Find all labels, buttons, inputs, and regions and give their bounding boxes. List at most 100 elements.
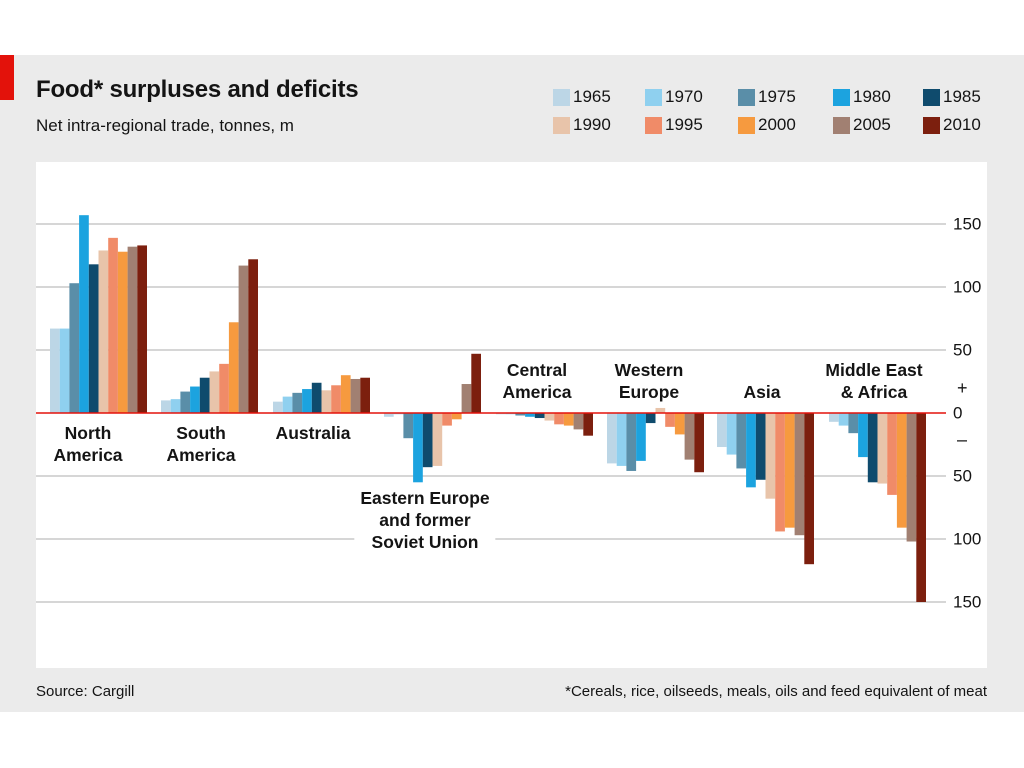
y-tick-label-50: 50 <box>953 341 972 360</box>
y-tick-label-150: 150 <box>953 215 981 234</box>
bar-south-america-1970 <box>170 399 181 413</box>
legend-item-1970: 1970 <box>645 87 703 107</box>
legend-swatch-1980 <box>833 88 850 106</box>
legend-swatch-1965 <box>553 88 570 106</box>
bar-south-america-2000 <box>228 322 239 413</box>
bar-middle-east-africa-2005 <box>906 413 917 542</box>
region-label-line: Eastern Europe <box>360 488 490 508</box>
legend-item-1980: 1980 <box>833 87 891 107</box>
region-label-north-america: North America <box>53 422 122 466</box>
brand-accent-bar <box>0 55 14 100</box>
bar-western-europe-1965 <box>607 413 617 464</box>
bar-middle-east-africa-1985 <box>867 413 878 483</box>
region-label-australia: Australia <box>276 422 351 444</box>
legend-item-1965: 1965 <box>553 87 611 107</box>
legend-swatch-2010 <box>923 116 940 134</box>
region-label-line: Europe <box>618 382 680 402</box>
legend-item-1985: 1985 <box>923 87 981 107</box>
bar-south-america-1975 <box>180 391 191 413</box>
bar-central-america-2010 <box>583 413 593 436</box>
bar-south-america-1995 <box>219 363 229 413</box>
bar-central-america-1985 <box>534 413 545 419</box>
bar-western-europe-2010 <box>694 413 704 473</box>
bar-western-europe-1970 <box>616 413 627 466</box>
legend-item-1995: 1995 <box>645 115 703 135</box>
bar-north-america-1995 <box>108 237 118 413</box>
legend-swatch-1990 <box>553 116 570 134</box>
y-tick-label-minus-150: 150 <box>953 593 981 612</box>
y-tick-label-100: 100 <box>953 278 981 297</box>
source-note: Source: Cargill <box>36 683 135 700</box>
chart-subtitle: Net intra-regional trade, tonnes, m <box>36 116 294 135</box>
bar-eastern-europe-and-former-soviet-union-1980 <box>413 413 423 483</box>
bar-central-america-1995 <box>554 413 564 425</box>
region-label-line: Soviet Union <box>371 532 479 552</box>
y-tick-label-minus-100: 100 <box>953 530 981 549</box>
bar-chart: 150 100 50 0 50 100 150 + – <box>36 162 987 668</box>
bar-asia-1980 <box>746 413 756 488</box>
bar-asia-1970 <box>726 413 737 455</box>
legend-item-2005: 2005 <box>833 115 891 135</box>
region-label-central-america: Central America <box>502 359 571 403</box>
legend-label-1995: 1995 <box>665 115 703 134</box>
bar-eastern-europe-and-former-soviet-union-1965 <box>384 413 394 417</box>
bar-central-america-2005 <box>573 413 584 430</box>
bar-western-europe-1985 <box>645 413 656 424</box>
bar-central-america-1990 <box>544 413 555 421</box>
bar-middle-east-africa-1965 <box>829 413 839 422</box>
bar-western-europe-1995 <box>665 413 675 427</box>
bar-asia-1985 <box>755 413 766 480</box>
legend-label-2005: 2005 <box>853 115 891 134</box>
bar-middle-east-africa-2000 <box>896 413 907 528</box>
bar-asia-2000 <box>784 413 795 528</box>
bar-asia-1975 <box>736 413 747 469</box>
plot-area <box>36 162 987 668</box>
y-tick-label-minus-50: 50 <box>953 467 972 486</box>
y-sign-positive: + <box>957 378 968 398</box>
bar-australia-2000 <box>340 375 351 413</box>
legend-item-2000: 2000 <box>738 115 796 135</box>
bar-north-america-1980 <box>79 215 89 413</box>
bar-central-america-1980 <box>525 413 535 417</box>
bar-middle-east-africa-1980 <box>858 413 868 458</box>
bar-south-america-1990 <box>209 371 220 413</box>
region-label-line: Asia <box>743 382 781 402</box>
region-label-line: America <box>166 445 236 465</box>
legend-label-1990: 1990 <box>573 115 611 134</box>
region-label-line: Australia <box>275 423 351 443</box>
bar-middle-east-africa-1975 <box>848 413 859 434</box>
legend-item-2010: 2010 <box>923 115 981 135</box>
bar-australia-2010 <box>360 377 370 413</box>
bar-western-europe-2000 <box>674 413 685 435</box>
region-label-eastern-europe: Eastern Europe and former Soviet Union <box>354 487 496 553</box>
bar-asia-2010 <box>804 413 814 565</box>
bar-australia-1970 <box>282 396 293 413</box>
region-label-middle-east-africa: Middle East & Africa <box>825 359 922 403</box>
bar-north-america-1985 <box>88 264 99 413</box>
region-label-line: America <box>53 445 123 465</box>
bar-western-europe-2005 <box>684 413 695 460</box>
bar-australia-1990 <box>321 390 332 413</box>
region-label-line: South <box>176 423 226 443</box>
region-label-line: & Africa <box>840 382 908 402</box>
bar-middle-east-africa-2010 <box>916 413 926 602</box>
bar-eastern-europe-and-former-soviet-union-1975 <box>403 413 414 439</box>
legend-label-1985: 1985 <box>943 87 981 106</box>
region-label-line: America <box>502 382 572 402</box>
bar-australia-1980 <box>302 389 312 413</box>
bar-asia-2005 <box>794 413 805 536</box>
region-label-western-europe: Western Europe <box>615 359 684 403</box>
bar-asia-1995 <box>775 413 785 532</box>
legend-item-1990: 1990 <box>553 115 611 135</box>
bar-central-america-2000 <box>563 413 574 426</box>
bar-western-europe-1975 <box>626 413 637 471</box>
chart-title: Food* surpluses and deficits <box>36 76 359 103</box>
legend-label-1970: 1970 <box>665 87 703 106</box>
bar-central-america-1975 <box>515 413 526 416</box>
bar-north-america-1970 <box>59 328 70 413</box>
region-label-line: North <box>64 423 112 443</box>
region-label-line: Middle East <box>825 360 923 380</box>
legend-swatch-1970 <box>645 88 662 106</box>
bar-middle-east-africa-1995 <box>887 413 897 495</box>
bar-asia-1965 <box>717 413 727 448</box>
